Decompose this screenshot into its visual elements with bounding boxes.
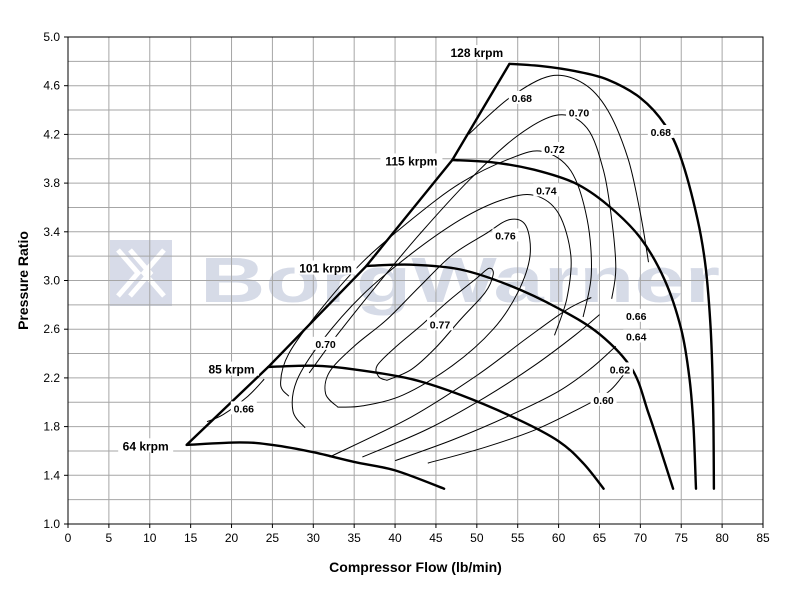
chart-labels: 0.77 0.76 0.74 0.72 0.70 0.68 0.68 0.70 0.66 0.66… (118, 45, 674, 453)
efficiency-line-0-60 (427, 373, 625, 464)
efficiency-label-0-68: 0.68 (651, 127, 672, 139)
y-tick-label: 1.8 (43, 420, 60, 434)
speed-label-bg (294, 260, 357, 275)
speed-line-115-krpm (451, 158, 698, 490)
efficiency-label-bg (566, 105, 593, 119)
speed-label-101-krpm: 101 krpm (299, 262, 352, 276)
efficiency-label-0-66: 0.66 (626, 311, 647, 323)
x-tick-label: 75 (675, 531, 689, 545)
y-tick-label: 2.2 (43, 371, 60, 385)
efficiency-label-0-70: 0.70 (315, 339, 336, 351)
x-tick-label: 15 (184, 531, 198, 545)
x-tick-label: 60 (552, 531, 566, 545)
efficiency-label-bg (541, 142, 568, 156)
y-axis-label: Pressure Ratio (15, 231, 31, 330)
x-tick-label: 80 (715, 531, 729, 545)
x-tick-label: 25 (266, 531, 280, 545)
axis-ticks: 0 5 10 15 20 25 30 35 40 45 50 55 60 65 70 75 80 85 1.0 1.4… (43, 30, 770, 545)
x-tick-label: 55 (511, 531, 525, 545)
efficiency-line-0-70 (308, 114, 617, 374)
y-tick-label: 5.0 (43, 30, 60, 44)
speed-label-115-krpm: 115 krpm (385, 154, 437, 168)
efficiency-label-bg (606, 362, 633, 376)
x-tick-label: 10 (143, 531, 157, 545)
y-tick-label: 1.4 (43, 468, 60, 482)
speed-line-64-krpm (185, 441, 446, 490)
y-tick-label: 2.6 (43, 322, 60, 336)
efficiency-label-bg (230, 401, 257, 415)
x-tick-label: 50 (470, 531, 484, 545)
efficiency-island-0-77 (375, 267, 494, 381)
efficiency-label-bg (508, 90, 535, 104)
y-tick-label: 3.4 (43, 225, 60, 239)
speed-label-bg (445, 45, 508, 60)
x-tick-label: 0 (65, 531, 72, 545)
speed-label-bg (118, 438, 174, 453)
x-tick-label: 35 (347, 531, 361, 545)
efficiency-label-0-77: 0.77 (430, 319, 451, 331)
speed-line-128-krpm (508, 62, 716, 490)
efficiency-island-0-76 (324, 218, 531, 408)
speed-line-85-krpm (267, 364, 605, 490)
efficiency-label-0-76: 0.76 (495, 230, 516, 242)
efficiency-line-0-74 (291, 194, 572, 429)
efficiency-label-0-62: 0.62 (610, 364, 631, 376)
efficiency-label-bg (312, 336, 339, 350)
efficiency-label-0-72: 0.72 (544, 144, 565, 156)
efficiency-label-bg (427, 317, 454, 331)
efficiency-label-0-64: 0.64 (626, 332, 647, 344)
efficiency-line-0-64 (362, 314, 600, 458)
x-tick-label: 5 (106, 531, 113, 545)
x-tick-label: 40 (388, 531, 402, 545)
y-tick-label: 4.2 (43, 127, 60, 141)
efficiency-label-0-66: 0.66 (234, 403, 255, 415)
y-tick-label: 1.0 (43, 517, 60, 531)
x-tick-label: 45 (429, 531, 443, 545)
efficiency-label-0-60: 0.60 (593, 395, 614, 407)
x-tick-label: 65 (593, 531, 607, 545)
borgwarner-logo-icon (110, 240, 172, 306)
speed-label-bg (204, 361, 260, 376)
y-tick-label: 4.6 (43, 79, 60, 93)
speed-label-64-krpm: 64 krpm (123, 439, 169, 453)
speed-label-85-krpm: 85 krpm (209, 363, 255, 377)
efficiency-label-0-68: 0.68 (512, 93, 533, 105)
y-tick-label: 3.8 (43, 176, 60, 190)
x-tick-label: 20 (225, 531, 239, 545)
x-tick-label: 70 (634, 531, 648, 545)
efficiency-label-bg (492, 228, 519, 242)
efficiency-label-bg (623, 329, 650, 343)
efficiency-label-bg (590, 392, 617, 406)
speed-lines (185, 62, 716, 490)
speed-label-bg (380, 153, 443, 168)
efficiency-label-0-74: 0.74 (536, 185, 557, 197)
x-axis-label: Compressor Flow (lb/min) (329, 559, 502, 575)
y-tick-label: 3.0 (43, 274, 60, 288)
efficiency-label-bg (647, 124, 674, 138)
efficiency-label-bg (533, 183, 560, 197)
x-tick-label: 85 (756, 531, 770, 545)
efficiency-label-bg (623, 308, 650, 322)
efficiency-contours (206, 74, 649, 464)
efficiency-line-0-66 (329, 297, 592, 458)
efficiency-label-0-70: 0.70 (569, 107, 590, 119)
speed-label-128-krpm: 128 krpm (450, 46, 503, 60)
efficiency-line-0-62 (394, 345, 617, 462)
speed-line-101-krpm (365, 263, 675, 490)
x-tick-label: 30 (307, 531, 321, 545)
efficiency-line-0-72 (280, 150, 592, 397)
